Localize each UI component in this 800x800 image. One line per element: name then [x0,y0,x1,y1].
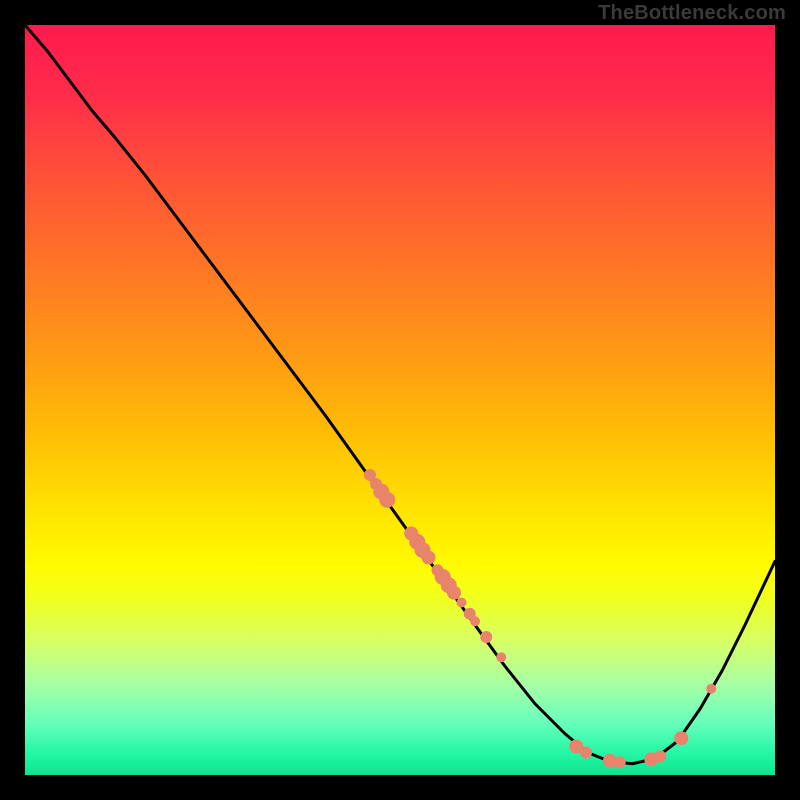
data-marker [496,652,506,662]
data-marker [379,492,395,508]
data-marker [422,551,436,565]
data-marker [480,631,492,643]
data-marker [457,598,467,608]
data-marker [706,684,716,694]
data-marker [447,586,461,600]
chart-page: TheBottleneck.com [0,0,800,800]
gradient-background [25,25,775,775]
data-marker [614,756,626,768]
data-marker [580,747,592,759]
plot-area [25,25,775,775]
data-marker [470,616,480,626]
data-marker [654,750,666,762]
watermark-text: TheBottleneck.com [598,2,786,25]
data-marker [674,731,688,745]
chart-svg [25,25,775,775]
